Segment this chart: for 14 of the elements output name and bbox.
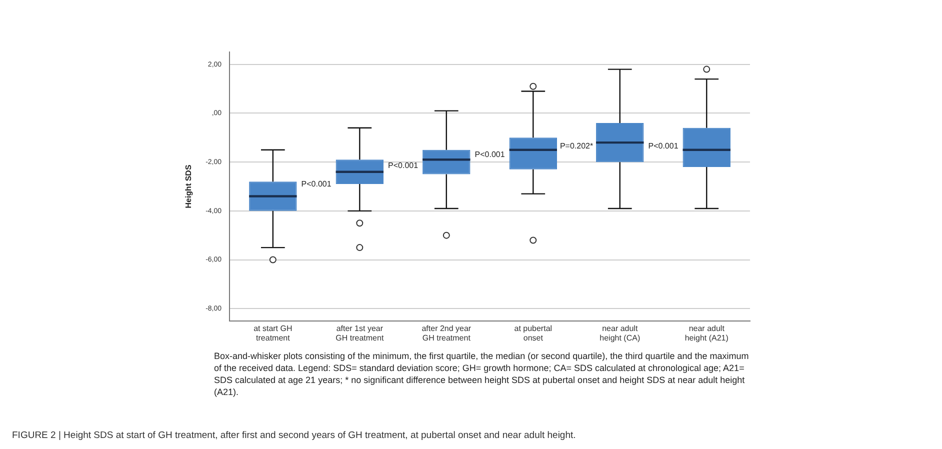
caption: FIGURE 2 | Height SDS at start of GH treatment, after first and second years of GH treatment, at pubertal onset and near adult height. [12, 430, 577, 441]
x-tick-label: at pubertal onset [514, 324, 552, 342]
annotation: P<0.001 [648, 141, 679, 150]
text: Box-and-whisker plots consisting of the minimum, the first quartile, the median (or second quartile), the third quartile and the maximum of the received data. Legend: SDS= standard deviation score; GH= growth hormone; CA= SDS calculated at chronological age; A21= SDS calculated at age 21 years; * no significant difference between height SDS at pubertal onset and height SDS at near adult height (A21). [214, 350, 750, 398]
y-axis-title: Height SDS [184, 164, 194, 208]
x-tick-label: at start GH treatment [254, 324, 292, 342]
annotation: P<0.001 [474, 150, 506, 159]
x-tick-label: near adult height (CA) [600, 324, 640, 342]
annotation: P<0.001 [301, 179, 332, 188]
x-tick-label: near adult height (A21) [684, 324, 729, 342]
x-tick-label: after 2nd year GH treatment [422, 324, 472, 342]
x-tick-label: after 1st year GH treatment [336, 324, 384, 342]
annotation: P<0.001 [388, 160, 419, 170]
annotation: P=0.202* [560, 141, 594, 150]
